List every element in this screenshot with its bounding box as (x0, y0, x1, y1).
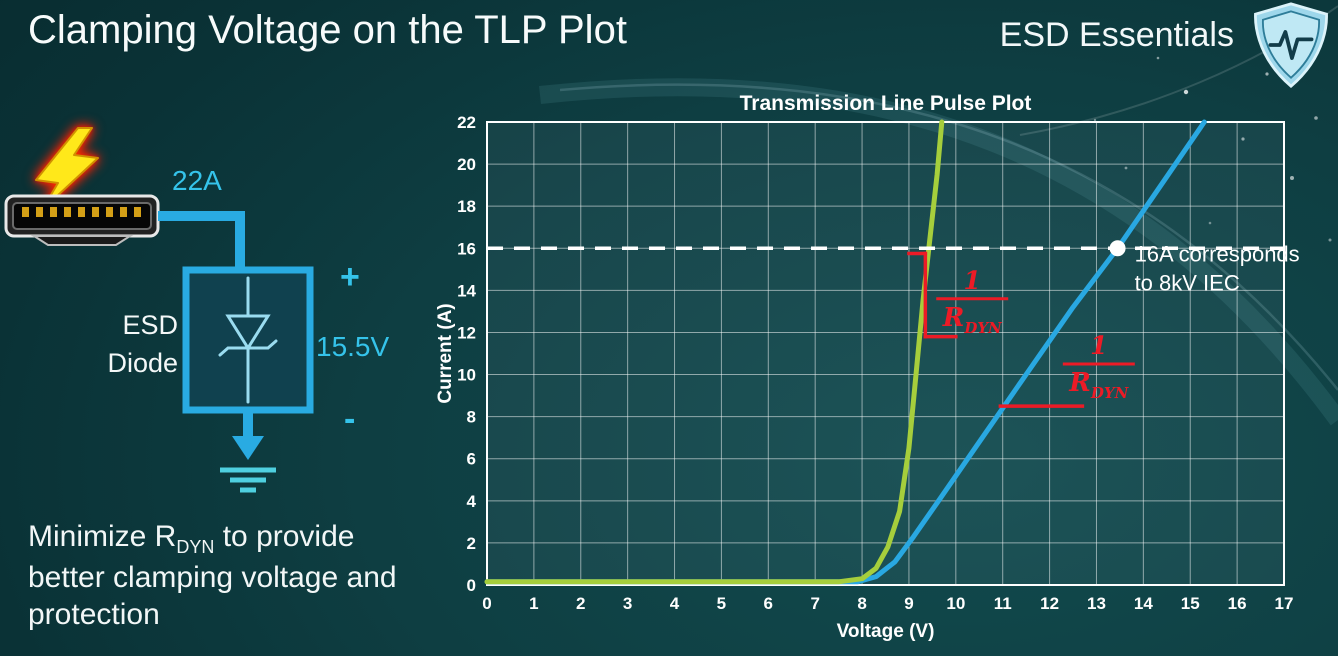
x-tick-label: 17 (1275, 594, 1294, 613)
x-tick-label: 12 (1040, 594, 1059, 613)
chart-title: Transmission Line Pulse Plot (740, 92, 1032, 115)
y-tick-label: 14 (457, 281, 476, 300)
x-tick-label: 8 (857, 594, 866, 613)
lightning-icon (35, 127, 99, 211)
x-tick-label: 3 (623, 594, 632, 613)
x-tick-label: 1 (529, 594, 538, 613)
footnote-text-1: Minimize R (28, 520, 177, 553)
marker-dot (1109, 240, 1126, 257)
x-tick-label: 9 (904, 594, 913, 613)
esd-diagram: 22A ESD Diode + 15.5V - (4, 127, 389, 493)
shield-inner (1261, 10, 1321, 79)
swoosh-line (559, 83, 1338, 391)
sparkle-dots (1093, 56, 1332, 242)
rdyn-fraction-numerator: 1 (1090, 331, 1107, 360)
x-tick-label: 6 (764, 594, 773, 613)
y-tick-label: 4 (467, 492, 477, 511)
footnote-subscript: DYN (176, 537, 215, 557)
esd-label-line2: Diode (107, 348, 178, 378)
plus-label: + (340, 258, 360, 296)
series-green (484, 119, 945, 585)
y-tick-label: 10 (457, 366, 476, 385)
pulse-line-icon (1268, 30, 1314, 60)
x-tick-label: 16 (1228, 594, 1247, 613)
x-tick-label: 7 (810, 594, 819, 613)
surge-wire (158, 211, 245, 270)
footnote: Minimize RDYN to provide better clamping… (28, 518, 406, 634)
plot-background (487, 122, 1284, 585)
rdyn-fraction-numerator: 1 (964, 266, 981, 295)
zener-diode-icon (218, 276, 278, 404)
x-tick-label: 0 (482, 594, 491, 613)
esd-label-line1: ESD (122, 310, 178, 340)
y-tick-label: 6 (467, 450, 476, 469)
marker-label: 16A corresponds (1135, 241, 1300, 266)
y-tick-label: 22 (457, 113, 476, 132)
footnote-text-2: to provide better clamping voltage and p… (28, 520, 397, 632)
y-tick-label: 16 (457, 239, 476, 258)
x-tick-label: 5 (717, 594, 726, 613)
y-tick-label: 0 (467, 576, 476, 595)
plot-border (486, 121, 1285, 586)
y-axis-label: Current (A) (435, 303, 456, 403)
tlp-chart: 0 1 2 3 4 5 6 7 8 9 10 11 12 13 14 15 16 1702468101214161… (435, 92, 1300, 642)
x-tick-label: 11 (994, 594, 1012, 613)
x-axis-label: Voltage (V) (837, 621, 935, 642)
x-tick-label: 2 (576, 594, 585, 613)
y-tick-label: 2 (467, 534, 476, 553)
series-blue (484, 119, 1207, 585)
hdmi-connector-icon (4, 194, 160, 246)
y-tick-label: 8 (467, 408, 476, 427)
y-tick-label: 18 (457, 197, 476, 216)
x-tick-label: 15 (1181, 594, 1200, 613)
minus-label: - (344, 400, 355, 438)
x-tick-label: 4 (670, 594, 680, 613)
shield-logo-icon (1254, 2, 1328, 88)
surge-current-label: 22A (172, 165, 222, 196)
x-tick-label: 14 (1134, 594, 1153, 613)
ground-icon (220, 410, 276, 493)
y-tick-label: 12 (457, 323, 476, 342)
slide-title: Clamping Voltage on the TLP Plot (28, 8, 627, 52)
x-tick-label: 10 (946, 594, 965, 613)
brand-text: ESD Essentials (999, 16, 1234, 54)
marker-label: to 8kV IEC (1135, 270, 1240, 295)
clamp-voltage-label: 15.5V (316, 331, 389, 362)
y-tick-label: 20 (457, 155, 476, 174)
x-tick-label: 13 (1087, 594, 1106, 613)
swoosh-glow (539, 78, 1338, 426)
